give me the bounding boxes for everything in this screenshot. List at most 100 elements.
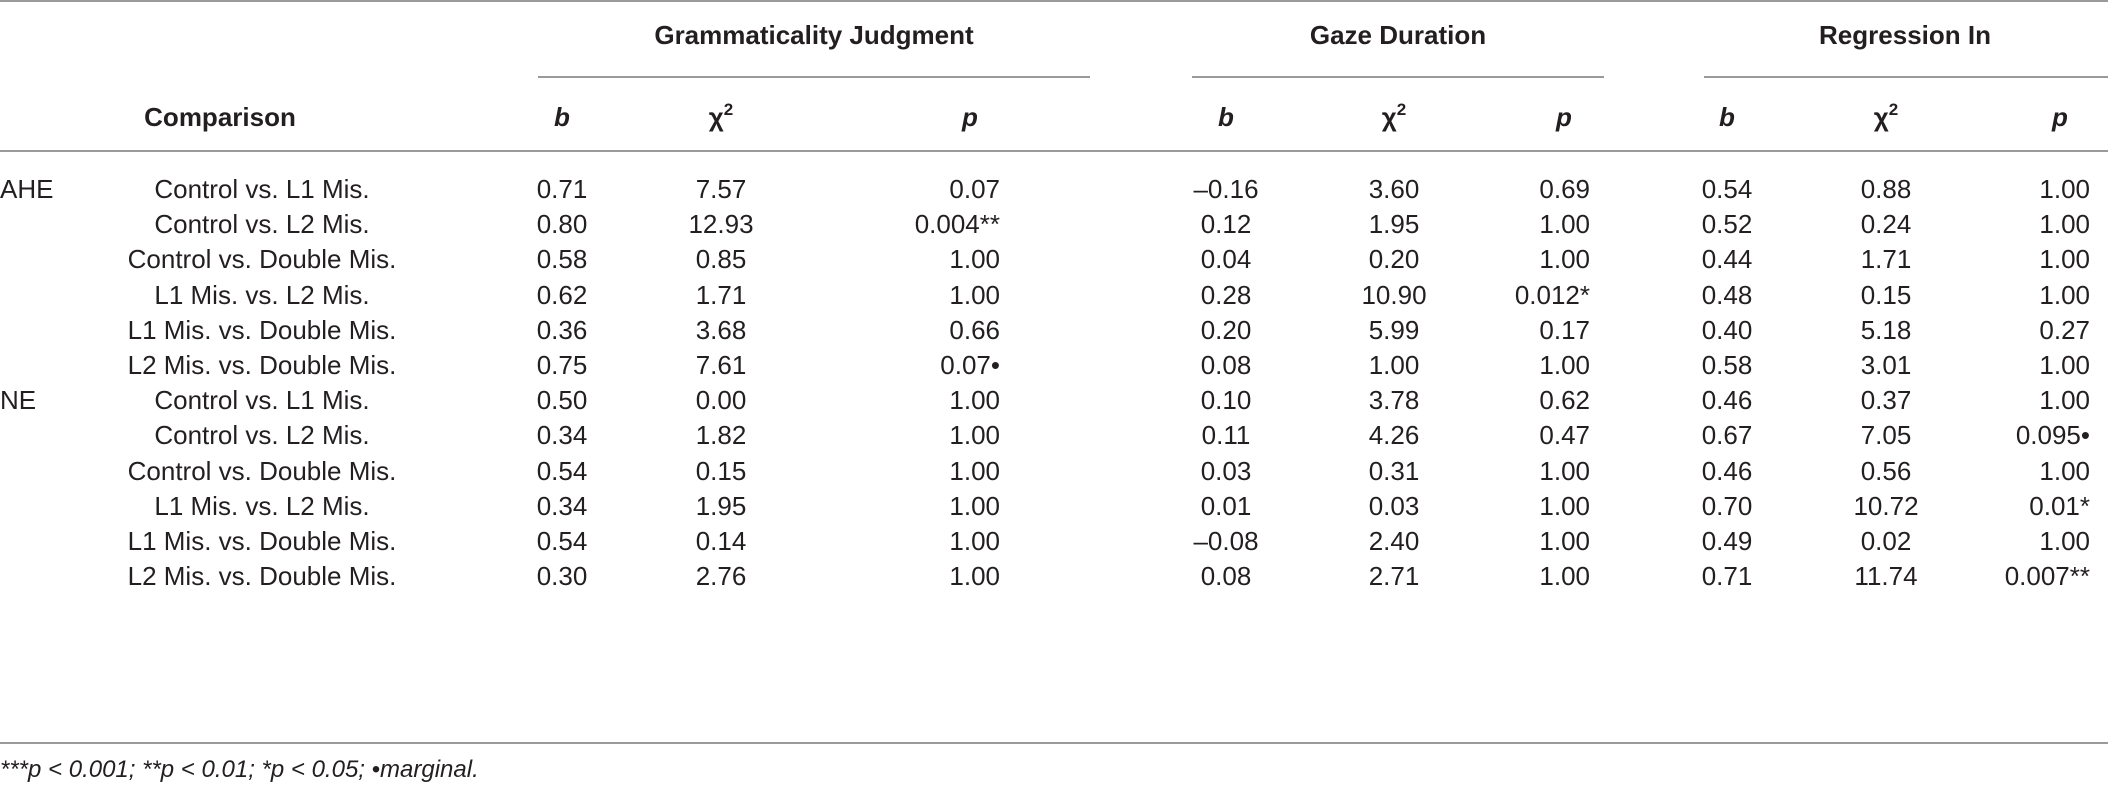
row-gj-b: 0.54	[536, 455, 588, 486]
row-group: AHE	[0, 174, 54, 204]
row-gj-p: 1.00	[949, 279, 1000, 310]
row-gd-chi: 3.78	[1368, 385, 1420, 416]
row-gd-p: 1.00	[1539, 209, 1590, 240]
row-ri-b: 0.46	[1701, 385, 1753, 416]
row-ri-p: 0.27	[2039, 314, 2090, 345]
row-ri-p: 0.007**	[2004, 561, 2090, 592]
header-gj-chi: χ2	[708, 100, 734, 132]
row-gj-p: 0.004**	[914, 209, 1000, 240]
gaze-group-rule	[1192, 76, 1604, 78]
row-comparison: L1 Mis. vs. Double Mis.	[127, 314, 397, 345]
row-ri-b: 0.67	[1701, 420, 1753, 451]
row-ri-b: 0.48	[1701, 279, 1753, 310]
row-gj-b: 0.34	[536, 490, 588, 521]
row-gd-b: –0.08	[1193, 526, 1259, 556]
row-ri-chi: 0.02	[1860, 526, 1912, 556]
row-ri-p: 0.095•	[2015, 420, 2090, 451]
row-gd-p: 1.00	[1539, 561, 1590, 592]
row-ri-p: 1.00	[2039, 174, 2090, 204]
row-gj-p: 1.00	[949, 420, 1000, 451]
row-gd-p: 0.69	[1539, 174, 1590, 204]
row-ri-chi: 5.18	[1860, 314, 1912, 345]
row-ri-b: 0.54	[1701, 174, 1753, 204]
regression-group-rule	[1704, 76, 2108, 78]
row-gj-p: 1.00	[949, 244, 1000, 275]
row-gj-p: 0.07	[949, 174, 1000, 204]
header-gj-b: b	[554, 102, 570, 132]
row-gd-chi: 0.20	[1368, 244, 1420, 275]
row-gd-p: 0.012*	[1514, 279, 1590, 310]
row-gj-chi: 2.76	[695, 561, 747, 592]
row-gd-b: –0.16	[1193, 174, 1259, 204]
row-gj-chi: 1.95	[695, 490, 747, 521]
row-comparison: Control vs. Double Mis.	[127, 244, 397, 275]
row-gd-p: 1.00	[1539, 490, 1590, 521]
footnote: ***p < 0.001; **p < 0.01; *p < 0.05; •ma…	[0, 756, 479, 783]
row-comparison: Control vs. L1 Mis.	[154, 385, 370, 416]
header-gd-b: b	[1218, 102, 1234, 132]
row-gd-chi: 1.95	[1368, 209, 1420, 240]
row-gd-p: 1.00	[1539, 455, 1590, 486]
row-comparison: L1 Mis. vs. Double Mis.	[127, 526, 397, 556]
row-ri-b: 0.58	[1701, 350, 1753, 380]
row-ri-p: 1.00	[2039, 209, 2090, 240]
row-comparison: L1 Mis. vs. L2 Mis.	[154, 279, 370, 310]
row-gj-p: 1.00	[949, 385, 1000, 416]
header-gj-p: p	[962, 102, 978, 132]
row-ri-p: 0.01*	[2029, 490, 2090, 521]
row-gd-b: 0.12	[1200, 209, 1252, 240]
row-ri-chi: 0.15	[1860, 279, 1912, 310]
row-gj-chi: 0.14	[695, 526, 747, 556]
row-comparison: L1 Mis. vs. L2 Mis.	[154, 490, 370, 521]
row-gd-p: 1.00	[1539, 350, 1590, 380]
row-gd-b: 0.11	[1201, 420, 1251, 451]
row-gd-chi: 0.03	[1368, 490, 1420, 521]
row-gd-b: 0.20	[1200, 314, 1252, 345]
row-gd-b: 0.03	[1200, 455, 1252, 486]
row-gd-chi: 2.40	[1368, 526, 1420, 556]
header-ri-p: p	[2052, 102, 2068, 132]
row-gd-b: 0.08	[1200, 350, 1252, 380]
row-gj-b: 0.75	[536, 350, 588, 380]
row-gj-chi: 7.61	[695, 350, 747, 380]
row-ri-b: 0.71	[1701, 561, 1753, 592]
row-gj-chi: 7.57	[695, 174, 747, 204]
row-gj-b: 0.80	[536, 209, 588, 240]
row-ri-p: 1.00	[2039, 526, 2090, 556]
top-rule	[0, 0, 2108, 2]
row-gj-b: 0.62	[536, 279, 588, 310]
row-ri-b: 0.49	[1701, 526, 1753, 556]
row-gj-b: 0.58	[536, 244, 588, 275]
row-gj-b: 0.34	[536, 420, 588, 451]
row-ri-chi: 0.56	[1860, 455, 1912, 486]
row-comparison: Control vs. Double Mis.	[127, 455, 397, 486]
row-gd-p: 1.00	[1539, 526, 1590, 556]
row-gj-p: 0.66	[949, 314, 1000, 345]
row-gd-p: 0.17	[1539, 314, 1590, 345]
row-gj-b: 0.54	[536, 526, 588, 556]
row-gd-p: 0.62	[1539, 385, 1590, 416]
row-gj-chi: 0.85	[695, 244, 747, 275]
row-ri-b: 0.70	[1701, 490, 1753, 521]
row-gd-chi: 5.99	[1368, 314, 1420, 345]
row-gd-b: 0.28	[1200, 279, 1252, 310]
header-regression-in: Regression In	[1819, 20, 1991, 50]
row-gd-chi: 4.26	[1368, 420, 1420, 451]
row-gj-p: 0.07•	[940, 350, 1000, 380]
row-ri-p: 1.00	[2039, 455, 2090, 486]
row-gd-b: 0.08	[1200, 561, 1252, 592]
row-gd-chi: 0.31	[1368, 455, 1420, 486]
row-gj-chi: 3.68	[695, 314, 747, 345]
row-gj-p: 1.00	[949, 561, 1000, 592]
row-ri-b: 0.46	[1701, 455, 1753, 486]
row-gj-b: 0.50	[536, 385, 588, 416]
row-ri-chi: 1.71	[1860, 244, 1912, 275]
row-ri-chi: 0.37	[1860, 385, 1912, 416]
row-comparison: Control vs. L2 Mis.	[154, 420, 370, 451]
row-gj-p: 1.00	[949, 526, 1000, 556]
row-ri-chi: 10.72	[1853, 490, 1919, 521]
row-gj-b: 0.71	[536, 174, 588, 204]
row-gj-b: 0.36	[536, 314, 588, 345]
row-gj-chi: 0.00	[695, 385, 747, 416]
